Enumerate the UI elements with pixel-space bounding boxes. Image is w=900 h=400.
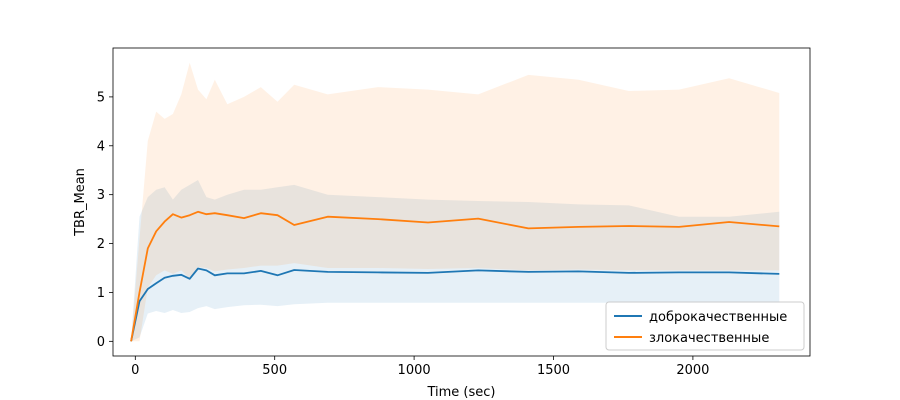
series-line-benign [130,267,780,342]
legend-label-benign: доброкачественные [649,310,787,325]
x-tick-label: 500 [262,363,287,378]
y-axis-label: TBR_Mean [73,168,88,237]
legend-box [605,301,805,351]
legend-label-malignant: злокачественные [649,331,769,346]
y-tick-label: 1 [97,286,105,301]
plot-frame [112,47,811,357]
confidence-bands [131,62,780,342]
confidence-band-benign [131,180,780,342]
x-axis-label: Time (sec) [426,385,495,400]
y-tick-label: 3 [97,188,105,203]
x-tick-label: 2000 [676,363,709,378]
legend: доброкачественные злокачественные [605,301,805,351]
confidence-band-malignant [131,62,780,342]
y-axis-ticks: 0 1 2 3 4 5 [97,90,113,350]
y-tick-label: 0 [97,335,105,350]
y-tick-label: 5 [97,90,105,105]
x-axis-ticks: 0 500 1000 1500 2000 [131,356,709,378]
x-tick-label: 1000 [398,363,431,378]
series-lines [130,210,780,342]
y-tick-label: 2 [97,237,105,252]
series-line-malignant [130,210,780,342]
x-tick-label: 0 [131,363,139,378]
x-tick-label: 1500 [537,363,570,378]
y-tick-label: 4 [97,139,105,154]
